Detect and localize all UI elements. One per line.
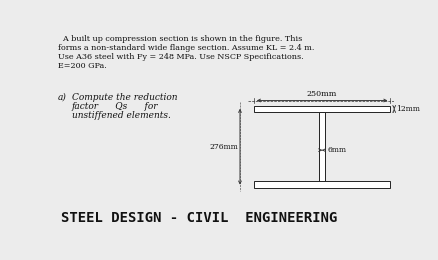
Bar [254,181,390,187]
Text: A built up compression section is shown in the figure. This: A built up compression section is shown … [58,35,302,43]
Text: E=200 GPa.: E=200 GPa. [58,62,106,70]
Text: 12mm: 12mm [396,105,420,113]
Text: 6mm: 6mm [328,146,346,154]
Text: factor      Qs      for: factor Qs for [72,102,158,111]
Text: Use A36 steel with Fy = 248 MPa. Use NSCP Specifications.: Use A36 steel with Fy = 248 MPa. Use NSC… [58,53,304,61]
Text: 250mm: 250mm [307,90,337,98]
Text: 276mm: 276mm [209,143,238,151]
Text: Compute the reduction: Compute the reduction [72,93,177,102]
Text: forms a non-standard wide flange section. Assume KL = 2.4 m.: forms a non-standard wide flange section… [58,44,314,52]
Bar [254,106,390,112]
Bar [319,112,325,181]
Text: STEEL DESIGN - CIVIL  ENGINEERING: STEEL DESIGN - CIVIL ENGINEERING [61,211,337,225]
Text: a): a) [58,93,67,102]
Text: unstiffened elements.: unstiffened elements. [72,111,171,120]
